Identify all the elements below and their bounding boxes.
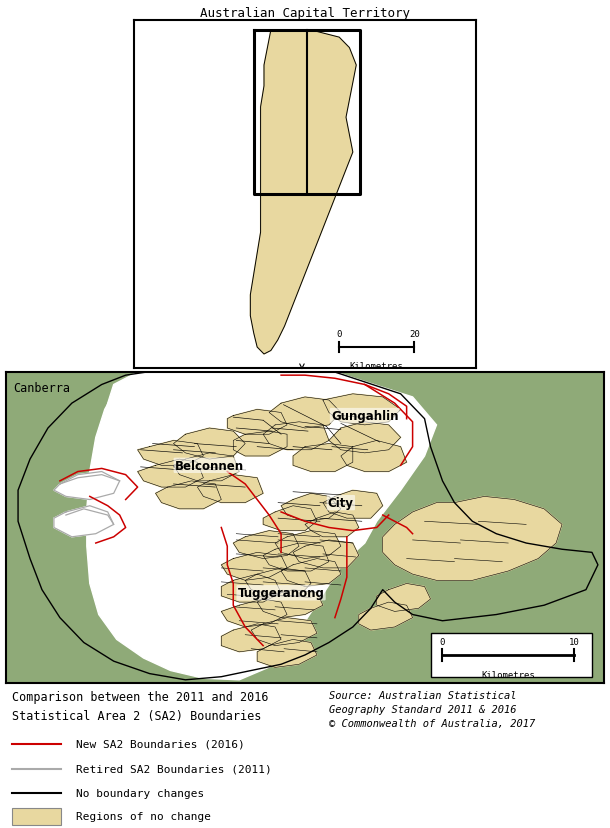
Polygon shape (263, 422, 329, 450)
Polygon shape (329, 422, 401, 454)
Text: New SA2 Boundaries (2016): New SA2 Boundaries (2016) (76, 739, 245, 749)
Polygon shape (198, 475, 263, 503)
Polygon shape (251, 618, 317, 646)
Text: Gungahlin: Gungahlin (331, 410, 398, 422)
Polygon shape (245, 568, 311, 596)
Text: 0: 0 (440, 637, 445, 646)
Polygon shape (138, 460, 203, 488)
Polygon shape (382, 497, 562, 580)
Text: Retired SA2 Boundaries (2011): Retired SA2 Boundaries (2011) (76, 763, 272, 773)
Text: Regions of no change: Regions of no change (76, 811, 211, 821)
Polygon shape (221, 599, 287, 628)
Polygon shape (173, 429, 245, 460)
Text: Belconnen: Belconnen (175, 460, 244, 472)
Polygon shape (233, 431, 287, 456)
Polygon shape (359, 603, 412, 630)
Polygon shape (323, 490, 382, 518)
Text: Kilometres: Kilometres (481, 671, 535, 680)
Text: Comparison between the 2011 and 2016
Statistical Area 2 (SA2) Boundaries: Comparison between the 2011 and 2016 Sta… (12, 691, 268, 722)
Polygon shape (323, 394, 401, 426)
Polygon shape (263, 506, 317, 531)
Text: No boundary changes: No boundary changes (76, 788, 204, 798)
Polygon shape (250, 31, 356, 354)
Polygon shape (275, 531, 341, 559)
Polygon shape (228, 410, 287, 435)
Polygon shape (173, 454, 239, 481)
Polygon shape (281, 493, 341, 522)
Polygon shape (257, 639, 317, 667)
Polygon shape (87, 373, 422, 680)
Polygon shape (341, 440, 407, 472)
Polygon shape (257, 590, 323, 618)
Text: Tuggeranong: Tuggeranong (238, 586, 325, 599)
Polygon shape (54, 506, 113, 537)
Polygon shape (305, 513, 359, 537)
Polygon shape (221, 575, 281, 603)
Title: Australian Capital Territory: Australian Capital Territory (200, 7, 410, 20)
Polygon shape (221, 624, 281, 652)
Polygon shape (269, 397, 341, 429)
Text: 20: 20 (409, 330, 420, 339)
Polygon shape (263, 543, 329, 571)
Polygon shape (281, 559, 341, 587)
Text: 0: 0 (337, 330, 342, 339)
Polygon shape (233, 531, 299, 559)
Polygon shape (96, 373, 437, 674)
Polygon shape (138, 440, 203, 465)
Polygon shape (156, 481, 221, 509)
Polygon shape (221, 553, 287, 580)
Polygon shape (54, 472, 120, 500)
Polygon shape (293, 444, 353, 472)
Text: Kilometres: Kilometres (350, 362, 404, 370)
Polygon shape (293, 540, 359, 568)
Polygon shape (377, 584, 431, 612)
Text: Source: Australian Statistical
Geography Standard 2011 & 2016
© Commonwealth of : Source: Australian Statistical Geography… (329, 691, 536, 729)
Text: 10: 10 (569, 637, 579, 646)
FancyBboxPatch shape (12, 808, 61, 825)
Text: City: City (328, 497, 354, 509)
Text: Canberra: Canberra (13, 382, 70, 395)
FancyBboxPatch shape (431, 633, 592, 677)
